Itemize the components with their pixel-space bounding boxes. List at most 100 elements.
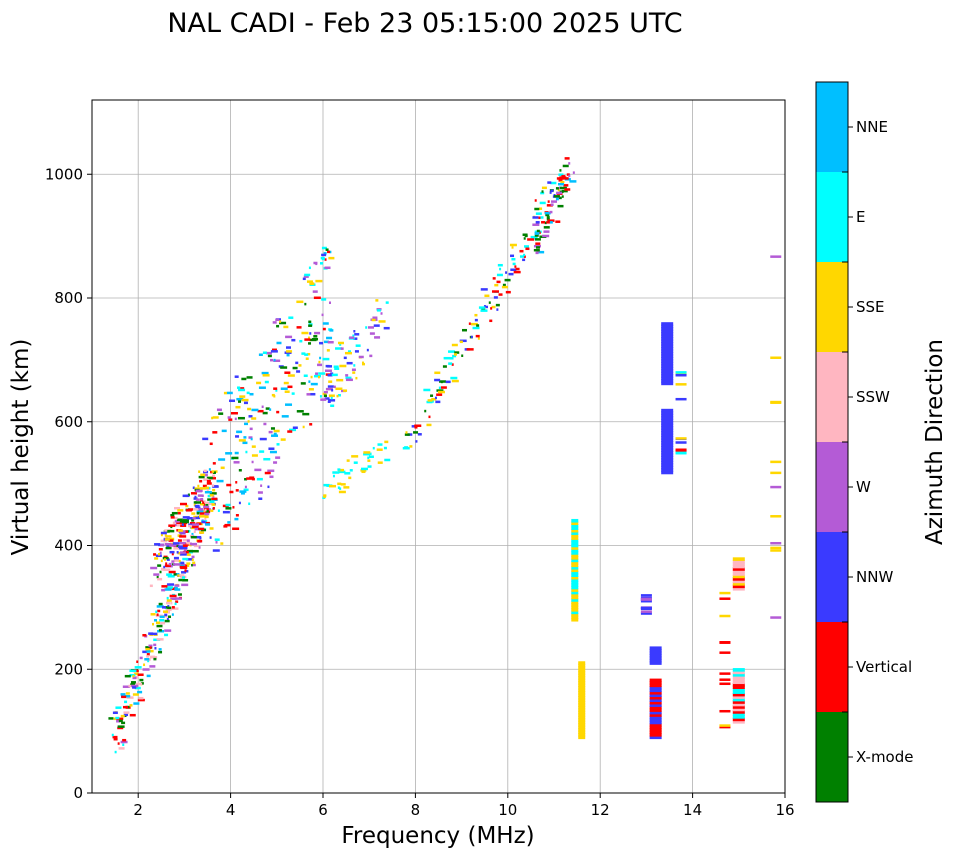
data-point [571, 603, 579, 607]
data-point [211, 485, 218, 488]
data-point [122, 738, 127, 742]
data-point [172, 521, 175, 525]
data-point [369, 332, 375, 335]
data-point [276, 410, 280, 414]
data-point [245, 450, 248, 454]
data-point [535, 242, 541, 245]
data-point [542, 234, 550, 238]
data-point [227, 416, 231, 419]
data-point [203, 505, 210, 509]
data-point [327, 365, 333, 368]
data-point [555, 187, 559, 190]
data-point [302, 277, 306, 281]
data-point [330, 396, 333, 400]
data-point [349, 336, 355, 339]
data-point [193, 497, 198, 500]
data-point [143, 663, 146, 667]
data-point [315, 372, 319, 375]
data-point [661, 322, 674, 326]
data-point [121, 695, 127, 699]
data-point [205, 521, 210, 525]
data-point [504, 278, 511, 282]
data-point [158, 648, 162, 651]
data-point [437, 390, 445, 394]
data-point [438, 386, 441, 390]
data-point [173, 573, 177, 576]
x-tick-label: 10 [498, 801, 517, 819]
data-point [537, 250, 545, 254]
data-point [550, 181, 557, 185]
data-point [404, 433, 410, 436]
data-point [153, 657, 157, 661]
data-point [292, 366, 298, 370]
data-point [309, 423, 313, 426]
data-point [238, 469, 242, 472]
data-point [174, 597, 182, 600]
data-point [306, 280, 313, 283]
data-point [193, 530, 196, 534]
data-point [166, 617, 169, 621]
data-point [484, 294, 490, 298]
data-point [176, 518, 183, 522]
data-point [134, 666, 142, 669]
data-point [661, 356, 674, 361]
data-point [360, 467, 368, 471]
data-point [269, 358, 273, 362]
data-point [284, 390, 290, 393]
data-point [171, 613, 174, 616]
data-point [310, 382, 318, 386]
data-point [287, 385, 293, 389]
data-point [732, 692, 745, 697]
data-point [489, 319, 493, 323]
data-point [470, 322, 478, 326]
data-point [571, 523, 579, 528]
data-point [209, 527, 214, 530]
data-point [258, 497, 263, 500]
data-point [532, 223, 540, 226]
data-point [661, 337, 674, 341]
x-tick-label: 6 [318, 801, 328, 819]
data-point [519, 249, 524, 253]
data-point [578, 713, 586, 717]
data-point [244, 422, 249, 426]
data-point [556, 191, 563, 195]
data-point [197, 494, 203, 497]
data-point [199, 512, 207, 515]
data-point [661, 374, 674, 378]
data-point [578, 695, 586, 700]
data-point [510, 254, 515, 258]
data-point [215, 541, 218, 544]
data-point [770, 460, 782, 464]
data-point [732, 670, 745, 675]
data-point [578, 720, 586, 725]
data-point [216, 479, 224, 483]
data-point [233, 461, 240, 464]
data-point [508, 272, 514, 276]
data-point [280, 387, 288, 390]
data-point [327, 373, 333, 377]
data-point [212, 484, 215, 487]
data-point [732, 569, 745, 574]
data-point [304, 338, 311, 341]
data-point [190, 492, 197, 495]
data-point [368, 455, 374, 459]
data-point [675, 371, 687, 374]
data-point [259, 450, 265, 453]
data-point [226, 483, 232, 487]
data-point [249, 476, 255, 479]
data-point [234, 451, 239, 455]
data-point [319, 356, 322, 360]
data-point [578, 723, 586, 727]
data-point [535, 246, 540, 249]
data-point [343, 389, 348, 392]
data-point [273, 387, 278, 390]
data-point [675, 437, 687, 440]
data-point [311, 282, 315, 285]
data-point [157, 577, 163, 581]
data-point [353, 364, 356, 367]
data-point [557, 204, 564, 208]
data-point [273, 358, 276, 362]
data-point [337, 486, 340, 489]
data-point [564, 157, 570, 160]
data-point [405, 431, 408, 434]
